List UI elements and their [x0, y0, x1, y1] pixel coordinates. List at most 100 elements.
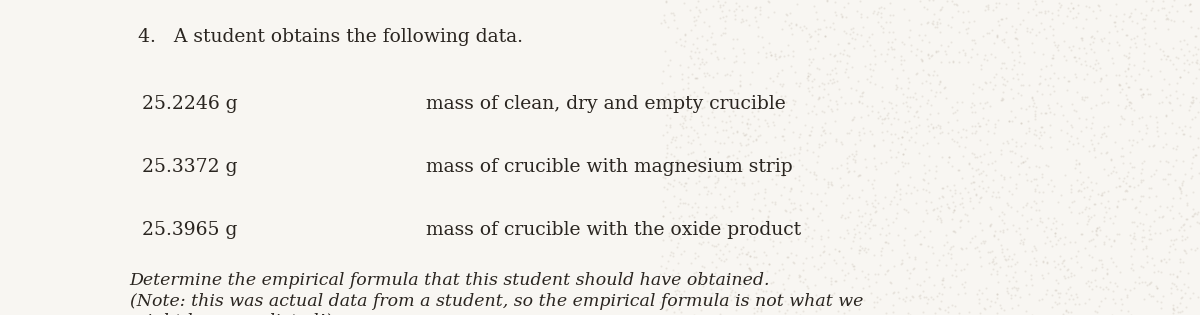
Point [919, 153, 938, 158]
Point [968, 120, 988, 125]
Point [919, 51, 938, 56]
Point [684, 168, 703, 173]
Point [1162, 18, 1181, 23]
Point [652, 80, 671, 85]
Point [1157, 112, 1176, 117]
Point [686, 5, 706, 10]
Point [1079, 279, 1098, 284]
Point [656, 129, 676, 135]
Point [890, 187, 910, 192]
Point [1056, 57, 1075, 62]
Point [982, 27, 1001, 32]
Point [878, 40, 898, 45]
Point [762, 199, 781, 204]
Point [739, 141, 758, 146]
Point [1171, 288, 1190, 293]
Point [1171, 214, 1190, 219]
Point [1069, 56, 1088, 61]
Point [890, 295, 910, 300]
Point [722, 68, 742, 73]
Point [833, 267, 852, 272]
Point [656, 307, 676, 312]
Point [1181, 296, 1200, 301]
Point [956, 245, 976, 250]
Point [1105, 165, 1124, 170]
Point [1054, 312, 1073, 315]
Point [1105, 214, 1124, 219]
Point [997, 200, 1016, 205]
Point [1084, 9, 1103, 14]
Point [942, 40, 961, 45]
Point [1168, 287, 1187, 292]
Point [1063, 101, 1082, 106]
Point [710, 311, 730, 315]
Point [928, 214, 947, 219]
Point [931, 298, 950, 303]
Point [1163, 203, 1182, 209]
Point [800, 133, 820, 138]
Point [881, 121, 900, 126]
Point [986, 1, 1006, 6]
Point [859, 226, 878, 231]
Point [912, 37, 931, 42]
Point [1036, 225, 1055, 230]
Point [796, 122, 815, 127]
Point [985, 54, 1004, 59]
Point [761, 160, 780, 165]
Point [832, 162, 851, 167]
Point [1121, 266, 1140, 271]
Point [924, 125, 943, 130]
Point [966, 192, 985, 197]
Point [1049, 0, 1068, 5]
Point [974, 305, 994, 310]
Point [677, 180, 696, 186]
Point [895, 7, 914, 12]
Point [938, 251, 958, 256]
Point [1172, 183, 1192, 188]
Point [844, 264, 863, 269]
Point [955, 186, 974, 191]
Point [1104, 239, 1123, 244]
Point [1094, 214, 1114, 219]
Point [872, 225, 892, 230]
Point [1027, 222, 1046, 227]
Point [851, 114, 870, 119]
Point [773, 67, 792, 72]
Point [1056, 300, 1075, 305]
Point [689, 274, 708, 279]
Point [830, 234, 850, 239]
Point [1117, 104, 1136, 109]
Point [670, 295, 689, 301]
Point [1126, 6, 1145, 11]
Point [803, 236, 822, 241]
Point [674, 115, 694, 120]
Point [918, 52, 937, 57]
Point [907, 109, 926, 114]
Point [697, 185, 716, 190]
Point [1176, 250, 1195, 255]
Point [980, 149, 1000, 154]
Point [992, 61, 1012, 66]
Point [850, 230, 869, 235]
Point [1026, 114, 1045, 119]
Point [764, 165, 784, 170]
Point [1032, 198, 1051, 203]
Point [988, 291, 1007, 296]
Point [1112, 302, 1132, 307]
Point [1012, 105, 1031, 110]
Point [1009, 42, 1028, 47]
Point [794, 238, 814, 243]
Point [712, 286, 731, 291]
Point [731, 83, 750, 88]
Point [725, 97, 744, 102]
Point [854, 297, 874, 302]
Point [1061, 122, 1080, 127]
Point [924, 11, 943, 16]
Point [1081, 280, 1100, 285]
Point [1073, 209, 1092, 215]
Point [907, 97, 926, 102]
Point [1002, 149, 1021, 154]
Point [1136, 12, 1156, 17]
Point [805, 282, 824, 287]
Point [814, 248, 833, 253]
